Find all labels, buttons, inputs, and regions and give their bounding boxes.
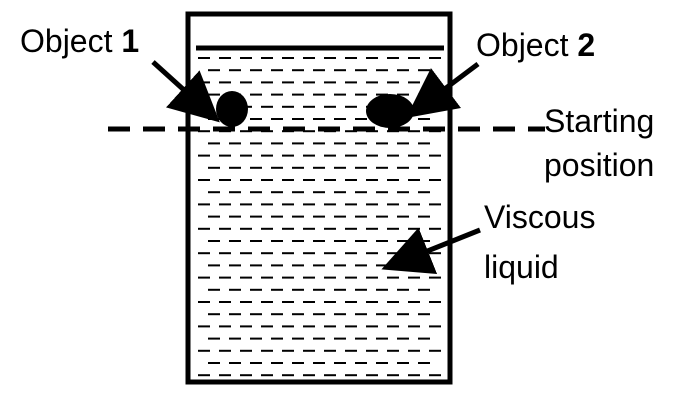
object-1-number: 1 (121, 23, 139, 59)
object-1-arrow (151, 60, 220, 123)
object-2-arrow (406, 62, 480, 118)
object-2-number: 2 (577, 27, 595, 63)
object-2-label: Object 2 (476, 27, 595, 63)
object-1-label: Object 1 (20, 23, 139, 59)
viscous-liquid-label-line1: Viscous (484, 199, 595, 235)
viscous-liquid-arrow (381, 227, 481, 275)
object-1-shape (216, 91, 248, 127)
starting-position-label-line1: Starting (544, 103, 654, 139)
object-1-word: Object (20, 23, 113, 59)
object-2-word: Object (476, 27, 569, 63)
container-beaker (185, 11, 453, 385)
object-2-shape (366, 94, 414, 128)
starting-position-label-line2: position (544, 147, 654, 183)
viscous-liquid-label-line2: liquid (484, 249, 559, 285)
